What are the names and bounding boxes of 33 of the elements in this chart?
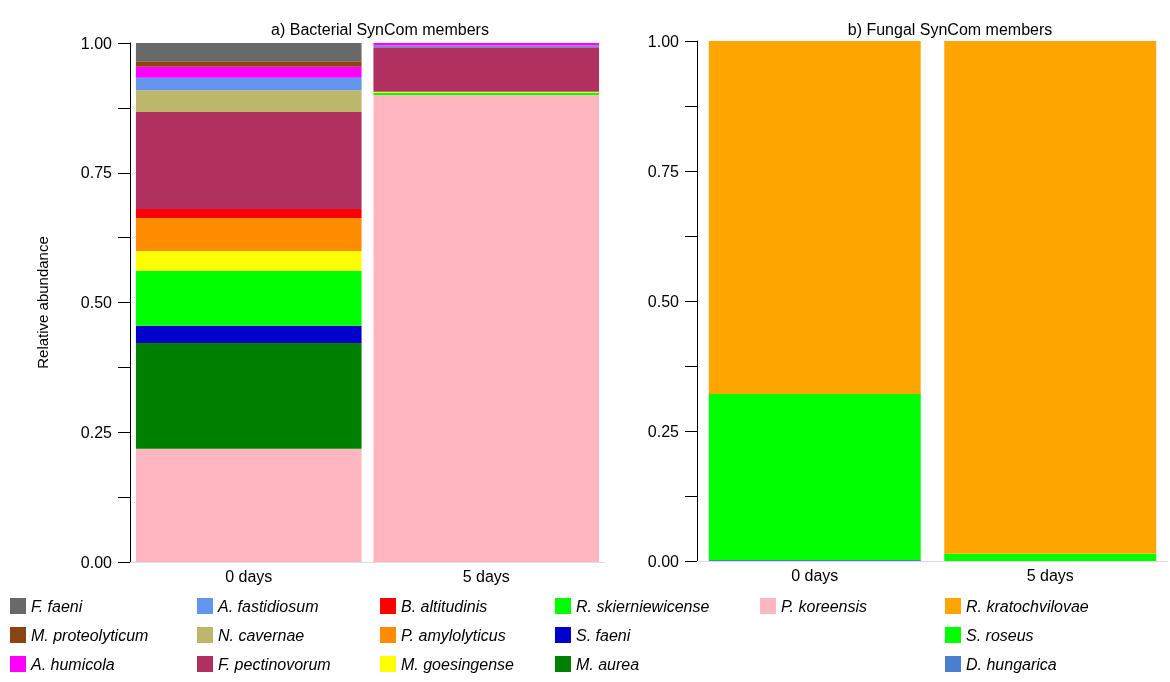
- legend-label: S. faeni: [576, 626, 631, 644]
- legend-label: M. proteolyticum: [31, 626, 149, 644]
- legend-label: D. hungarica: [966, 655, 1057, 673]
- y-tick-label: 1.00: [80, 34, 113, 52]
- chart-title: b) Fungal SynCom members: [847, 20, 1053, 38]
- legend-label: M. goesingense: [401, 655, 515, 673]
- legend-label: B. altitudinis: [401, 597, 488, 615]
- x-tick-label: 5 days: [1026, 566, 1074, 584]
- y-tick-label: 0.00: [647, 552, 680, 570]
- legend-label: A. fastidiosum: [217, 597, 319, 615]
- legend-label: S. roseus: [966, 626, 1034, 644]
- legend-label: R. skierniewicense: [576, 597, 710, 615]
- y-tick-label: 0.75: [80, 164, 113, 182]
- y-tick-label: 0.00: [80, 553, 113, 571]
- legend-label: P. amylolyticus: [401, 626, 506, 644]
- legend-label: M. aurea: [576, 655, 640, 673]
- y-tick-label: 0.25: [80, 423, 113, 441]
- x-tick-label: 5 days: [462, 567, 510, 585]
- legend-label: A. humicola: [30, 655, 115, 673]
- legend-label: N. cavernae: [218, 626, 305, 644]
- legend-label: F. faeni: [31, 597, 83, 615]
- y-tick-label: 0.75: [647, 162, 680, 180]
- chart-title: a) Bacterial SynCom members: [271, 20, 489, 38]
- legend-label: F. pectinovorum: [218, 655, 331, 673]
- x-tick-label: 0 days: [791, 566, 839, 584]
- y-tick-label: 0.50: [80, 294, 113, 311]
- legend-label: P. koreensis: [781, 597, 867, 615]
- y-tick-label: 0.25: [647, 422, 680, 440]
- legend-label: R. kratochvilovae: [966, 597, 1089, 615]
- y-tick-label: 1.00: [647, 32, 680, 50]
- x-tick-label: 0 days: [225, 567, 273, 585]
- y-tick-label: 0.50: [647, 292, 680, 310]
- y-axis-title: Relative abundance: [34, 236, 51, 369]
